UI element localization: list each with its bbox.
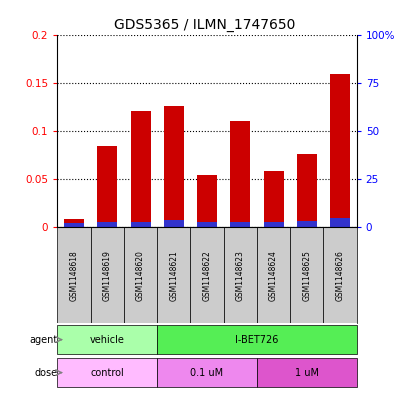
Text: GSM1148622: GSM1148622 <box>202 250 211 301</box>
Bar <box>197 222 216 227</box>
Bar <box>197 175 216 227</box>
Bar <box>230 222 249 227</box>
Bar <box>157 325 356 354</box>
Text: GSM1148625: GSM1148625 <box>301 250 310 301</box>
Bar <box>256 358 356 387</box>
Text: agent: agent <box>29 334 57 345</box>
Bar <box>263 171 283 227</box>
Text: GSM1148624: GSM1148624 <box>268 250 277 301</box>
Text: GSM1148619: GSM1148619 <box>103 250 112 301</box>
Text: 0.1 uM: 0.1 uM <box>190 367 223 378</box>
Text: vehicle: vehicle <box>90 334 124 345</box>
Bar <box>263 222 283 227</box>
Bar <box>57 358 157 387</box>
Bar <box>230 121 249 227</box>
Text: 1 uM: 1 uM <box>294 367 318 378</box>
Bar <box>97 146 117 227</box>
Text: I-BET726: I-BET726 <box>235 334 278 345</box>
Bar <box>97 222 117 227</box>
Bar <box>64 219 84 227</box>
Bar <box>64 223 84 227</box>
Text: GSM1148620: GSM1148620 <box>136 250 145 301</box>
Bar <box>90 227 124 323</box>
Bar <box>223 227 256 323</box>
Text: GSM1148626: GSM1148626 <box>335 250 344 301</box>
Bar <box>296 154 316 227</box>
Bar <box>329 218 349 227</box>
Text: GDS5365 / ILMN_1747650: GDS5365 / ILMN_1747650 <box>114 18 295 32</box>
Bar <box>323 227 356 323</box>
Text: control: control <box>90 367 124 378</box>
Bar <box>57 325 157 354</box>
Bar <box>164 107 183 227</box>
Text: GSM1148618: GSM1148618 <box>70 250 79 301</box>
Bar <box>157 227 190 323</box>
Bar <box>296 221 316 227</box>
Bar <box>57 227 90 323</box>
Text: GSM1148621: GSM1148621 <box>169 250 178 301</box>
Bar <box>290 227 323 323</box>
Bar <box>130 111 150 227</box>
Bar <box>130 222 150 227</box>
Bar <box>164 220 183 227</box>
Bar <box>256 227 290 323</box>
Bar <box>329 74 349 227</box>
Bar <box>124 227 157 323</box>
Bar <box>190 227 223 323</box>
Text: dose: dose <box>34 367 57 378</box>
Bar <box>157 358 256 387</box>
Text: GSM1148623: GSM1148623 <box>235 250 244 301</box>
